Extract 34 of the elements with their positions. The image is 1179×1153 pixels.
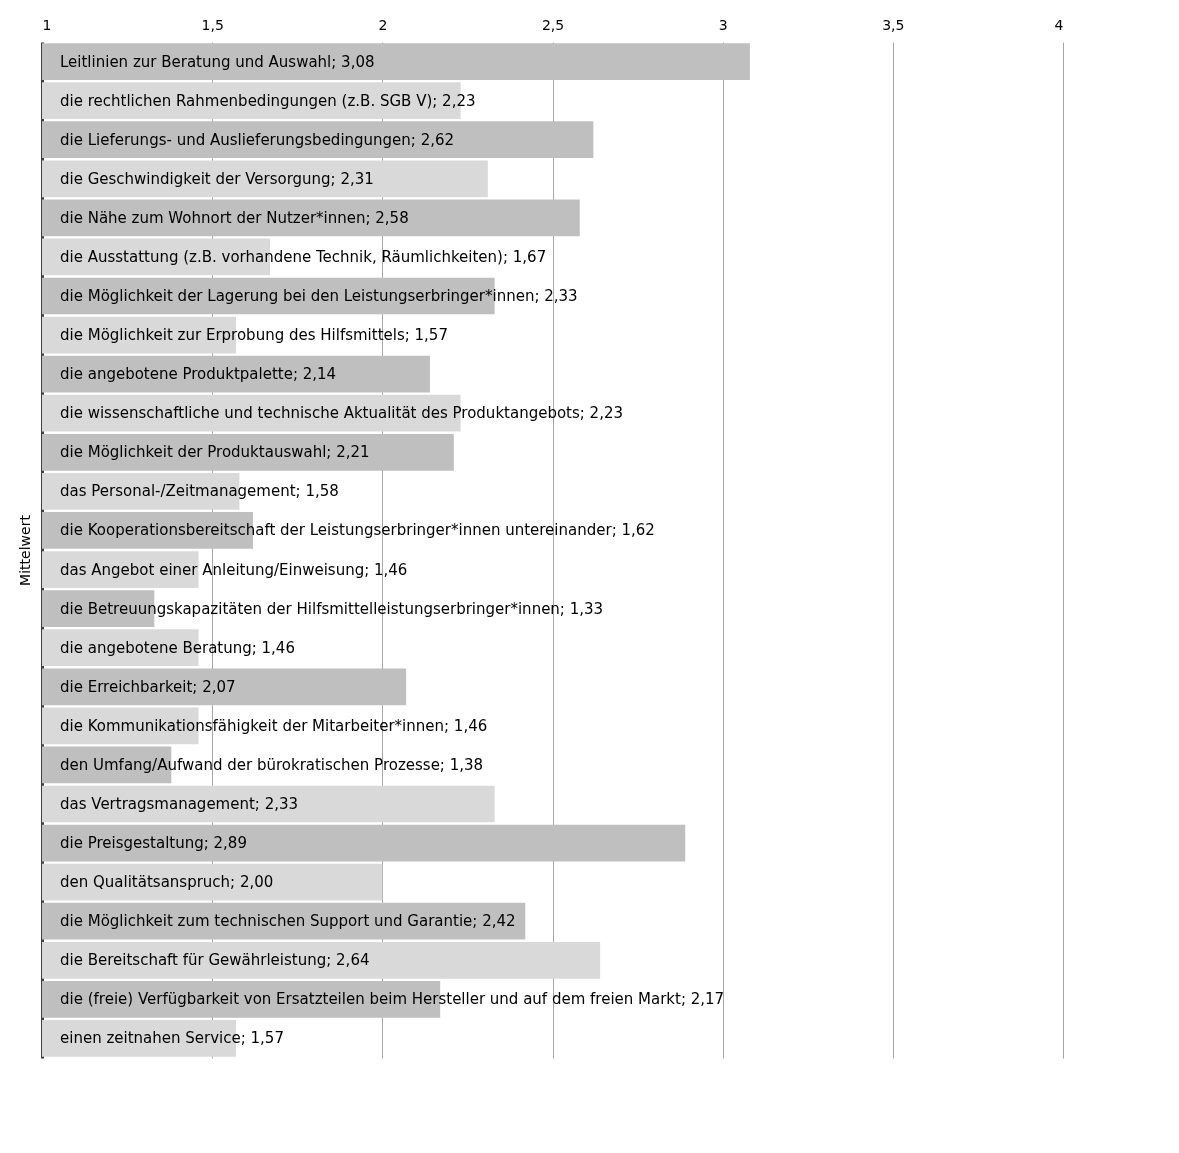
y-tick-label: die Möglichkeit der Produktauswahl; 2,21	[60, 443, 370, 462]
y-tick-label: die Nähe zum Wohnort der Nutzer*innen; 2,58	[60, 208, 409, 227]
x-tick-label: 4	[1054, 16, 1064, 33]
x-tick-label: 2	[378, 16, 388, 33]
y-tick-label: den Umfang/Aufwand der bürokratischen Prozesse; 1,38	[60, 755, 484, 774]
y-tick-label: das Angebot einer Anleitung/Einweisung; 1,46	[60, 560, 408, 579]
x-tick-label: 2,5	[541, 16, 565, 33]
y-tick-label: die Betreuungskapazitäten der Hilfsmittelleistungserbringer*innen; 1,33	[60, 599, 604, 618]
y-tick-label: die rechtlichen Rahmenbedingungen (z.B. SGB V); 2,23	[60, 91, 476, 110]
y-tick-label: Leitlinien zur Beratung und Auswahl; 3,08	[60, 52, 375, 71]
y-tick-label: die Preisgestaltung; 2,89	[60, 834, 247, 853]
y-tick-label: die Ausstattung (z.B. vorhandene Technik, Räumlichkeiten); 1,67	[60, 247, 547, 266]
y-tick-label: einen zeitnahen Service; 1,57	[60, 1029, 284, 1048]
y-tick-label: die Möglichkeit zur Erprobung des Hilfsmittels; 1,57	[60, 326, 448, 345]
y-tick-label: die angebotene Produktpalette; 2,14	[60, 365, 337, 384]
x-tick-label: 1,5	[201, 16, 224, 33]
y-tick-label: die (freie) Verfügbarkeit von Ersatzteilen beim Hersteller und auf dem freien Markt; 2,17	[60, 990, 725, 1009]
y-tick-label: die Erreichbarkeit; 2,07	[60, 677, 236, 696]
y-tick-label: die angebotene Beratung; 1,46	[60, 638, 295, 657]
y-tick-label: die Möglichkeit zum technischen Support und Garantie; 2,42	[60, 912, 516, 931]
x-tick-label: 1	[42, 16, 52, 33]
y-tick-label: die Lieferungs- und Auslieferungsbedingungen; 2,62	[60, 130, 455, 149]
y-tick-label: die Geschwindigkeit der Versorgung; 2,31	[60, 169, 374, 188]
x-tick-label: 3,5	[882, 16, 905, 33]
y-axis-title: Mittelwert	[16, 514, 33, 586]
y-tick-label: das Personal-/Zeitmanagement; 1,58	[60, 482, 339, 501]
y-tick-label: den Qualitätsanspruch; 2,00	[60, 873, 274, 892]
y-tick-label: die Kommunikationsfähigkeit der Mitarbeiter*innen; 1,46	[60, 716, 488, 735]
y-tick-label: die wissenschaftliche und technische Aktualität des Produktangebots; 2,23	[60, 404, 624, 423]
y-tick-label: die Bereitschaft für Gewährleistung; 2,64	[60, 951, 370, 970]
y-tick-label: die Kooperationsbereitschaft der Leistungserbringer*innen untereinander; 1,62	[60, 521, 655, 540]
x-tick-label: 3	[718, 16, 728, 33]
y-tick-label: das Vertragsmanagement; 2,33	[60, 795, 299, 813]
y-tick-label: die Möglichkeit der Lagerung bei den Leistungserbringer*innen; 2,33	[60, 287, 578, 305]
